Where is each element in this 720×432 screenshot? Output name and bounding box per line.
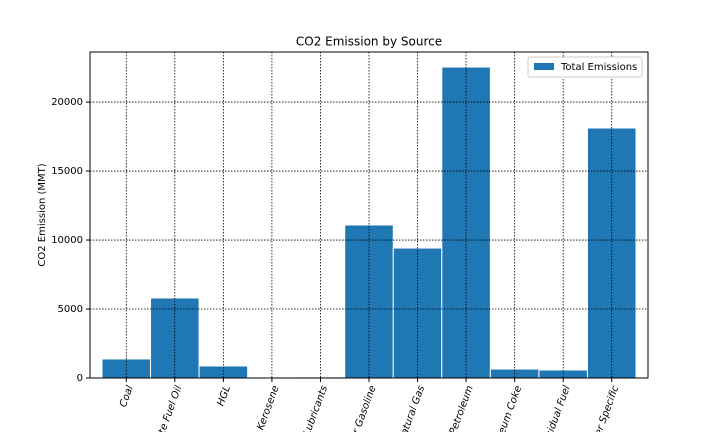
plot-frame <box>89 51 649 379</box>
y-axis-label: CO2 Emission (MMT) <box>37 163 48 266</box>
chart-title: CO2 Emission by Source <box>296 35 442 49</box>
x-tick-label: Lubricants <box>302 384 330 432</box>
x-tick-label: Motor Gasoline <box>343 384 379 432</box>
x-tick-label: Petroleum <box>448 384 476 432</box>
x-tick-label: Natural Gas <box>397 384 428 432</box>
legend-box <box>527 56 643 78</box>
y-tick-label: 20000 <box>51 97 83 108</box>
x-tick-label: Distillate Fuel Oil <box>145 384 184 432</box>
legend-label: Total Emissions <box>560 62 637 73</box>
y-tick-label: 10000 <box>51 235 83 246</box>
x-tick-label: Coal <box>118 384 136 409</box>
y-tick-label: 5000 <box>58 304 83 315</box>
y-tick-label: 0 <box>77 373 83 384</box>
x-tick-label: HGL <box>216 384 233 407</box>
x-tick-label: Kerosene <box>255 384 281 431</box>
x-tick-label: Petroleum Coke <box>487 384 525 432</box>
x-tick-label: Residual Fuel <box>540 384 573 432</box>
x-tick-label: Other Specific <box>587 384 622 432</box>
legend-swatch <box>534 63 554 70</box>
y-tick-label: 15000 <box>51 166 83 177</box>
